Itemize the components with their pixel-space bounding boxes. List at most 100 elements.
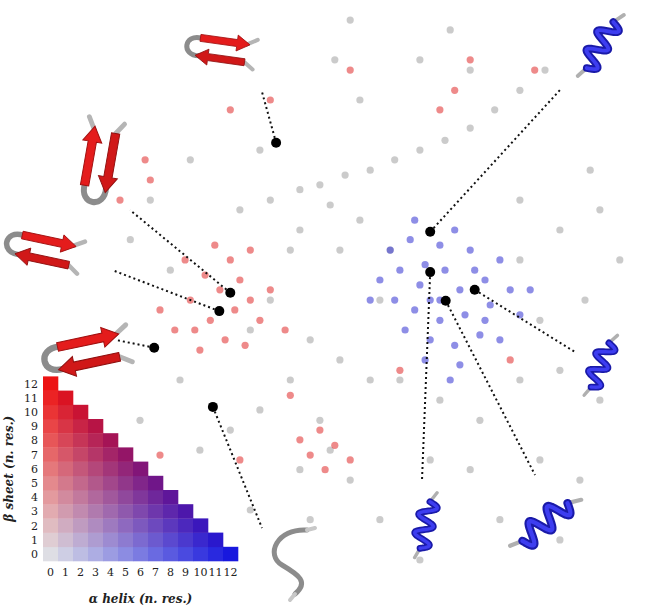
point: [336, 247, 343, 254]
point: [467, 125, 474, 132]
point: [247, 326, 254, 333]
point: [336, 356, 343, 363]
highlight-point: [271, 138, 281, 148]
point: [347, 456, 354, 463]
legend-cell: [73, 405, 88, 420]
point: [436, 106, 443, 113]
strand: [199, 30, 251, 53]
point: [556, 226, 563, 233]
point: [596, 397, 603, 404]
legend-cell: [163, 504, 178, 519]
point: [316, 427, 323, 434]
legend-cell: [133, 476, 148, 491]
point: [216, 286, 223, 293]
legend-cell: [178, 518, 193, 533]
point: [247, 247, 254, 254]
point: [227, 427, 234, 434]
highlight-point: [425, 227, 435, 237]
point: [616, 256, 623, 263]
legend-cell: [103, 462, 118, 477]
legend-cell: [133, 462, 148, 477]
legend-cell: [43, 462, 58, 477]
point: [396, 267, 403, 274]
legend-cell: [148, 518, 163, 533]
point: [496, 336, 503, 343]
legend-cell: [193, 518, 208, 533]
legend-cell: [58, 419, 73, 434]
point: [581, 297, 588, 304]
legend-cell: [43, 419, 58, 434]
legend-cell: [178, 504, 193, 519]
point: [396, 367, 403, 374]
legend-cell: [88, 433, 103, 448]
point: [307, 452, 314, 459]
point: [296, 186, 303, 193]
point: [207, 317, 214, 324]
legend-cell: [88, 490, 103, 505]
legend-cell: [118, 490, 133, 505]
point: [127, 236, 134, 243]
legend-cell: [178, 547, 193, 562]
point: [416, 56, 423, 63]
legend-cell: [88, 518, 103, 533]
legend-cell: [58, 447, 73, 462]
point: [441, 267, 448, 274]
legend-cell: [133, 490, 148, 505]
legend-y-tick: 12: [24, 378, 38, 391]
legend-cell: [73, 433, 88, 448]
legend-cell: [163, 547, 178, 562]
highlight-points: [149, 138, 480, 412]
point: [447, 376, 454, 383]
point: [227, 256, 234, 263]
point: [316, 181, 323, 188]
legend-cell: [148, 476, 163, 491]
point: [367, 376, 374, 383]
point: [176, 376, 183, 383]
legend-cell: [43, 391, 58, 406]
point: [387, 247, 394, 254]
legend-cell: [118, 547, 133, 562]
point: [507, 356, 514, 363]
point: [516, 87, 523, 94]
point: [516, 376, 523, 383]
point: [541, 67, 548, 74]
legend-cell: [43, 490, 58, 505]
legend-cell: [88, 533, 103, 548]
legend-cell: [193, 547, 208, 562]
legend-cell: [133, 518, 148, 533]
legend-cell: [103, 547, 118, 562]
point: [441, 137, 448, 144]
point: [387, 247, 394, 254]
legend-x-label: α helix (n. res.): [89, 592, 193, 606]
point: [267, 96, 274, 103]
helix-cartoon: [579, 330, 620, 399]
legend-y-tick: 11: [24, 392, 38, 405]
legend-y-tick: 1: [31, 534, 38, 547]
legend-cell: [73, 462, 88, 477]
legend-y-tick: 9: [31, 420, 38, 433]
point: [236, 206, 243, 213]
legend-y-tick: 6: [31, 463, 38, 476]
legend-cell: [58, 391, 73, 406]
point: [376, 297, 383, 304]
legend-cell: [43, 433, 58, 448]
point: [256, 406, 263, 413]
legend-cell: [118, 462, 133, 477]
point: [296, 466, 303, 473]
point: [236, 276, 243, 283]
legend-cell: [73, 547, 88, 562]
legend-y-tick: 2: [31, 520, 38, 533]
legend-cell: [73, 447, 88, 462]
tail: [510, 492, 581, 554]
highlight-point: [225, 288, 235, 298]
sheet-cartoon: [3, 224, 86, 276]
sheet-cartoon: [184, 28, 258, 71]
point: [256, 317, 263, 324]
legend-x-tick: 12: [224, 566, 238, 579]
point: [396, 376, 403, 383]
legend-cell: [73, 533, 88, 548]
legend-cell: [88, 476, 103, 491]
legend-cell: [118, 518, 133, 533]
point: [436, 397, 443, 404]
legend-cell: [178, 533, 193, 548]
